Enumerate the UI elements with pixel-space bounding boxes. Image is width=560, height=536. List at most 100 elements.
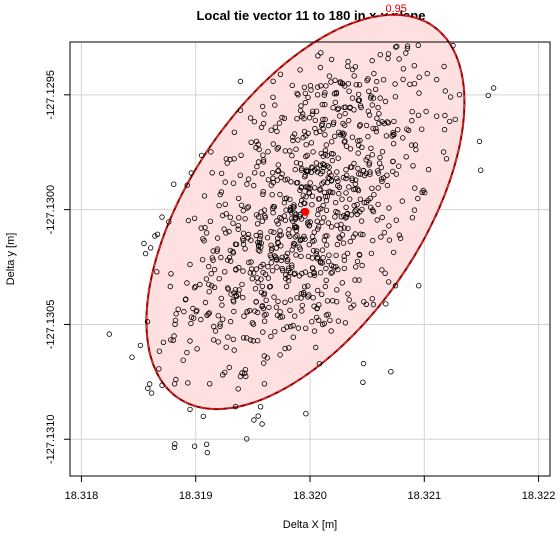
scatter-point — [315, 287, 321, 294]
scatter-point — [309, 201, 315, 208]
scatter-point — [342, 122, 348, 128]
scatter-point — [346, 184, 352, 190]
scatter-point — [369, 296, 375, 302]
scatter-point — [294, 232, 300, 239]
scatter-point — [307, 180, 313, 186]
scatter-point — [261, 111, 267, 117]
scatter-point — [366, 88, 372, 94]
scatter-point — [298, 236, 304, 243]
scatter-point — [374, 217, 380, 223]
scatter-point — [274, 218, 280, 224]
scatter-point — [390, 140, 397, 147]
scatter-point — [478, 167, 484, 173]
scatter-point — [331, 90, 338, 97]
scatter-point — [226, 228, 232, 235]
scatter-point — [356, 82, 363, 88]
scatter-point — [318, 50, 324, 56]
scatter-point — [273, 256, 279, 262]
scatter-point — [236, 287, 242, 293]
scatter-point — [324, 193, 331, 200]
scatter-point — [211, 266, 218, 273]
scatter-point — [221, 226, 227, 232]
scatter-point — [191, 443, 198, 449]
scatter-point — [268, 260, 274, 266]
scatter-point — [318, 83, 324, 89]
scatter-point — [349, 66, 356, 73]
scatter-point — [243, 335, 250, 341]
scatter-point — [275, 298, 281, 305]
scatter-point — [369, 151, 375, 158]
confidence-ellipse-dash — [145, 14, 465, 410]
y-tick-label-3: -127.1310 — [45, 414, 57, 464]
scatter-point — [242, 367, 249, 373]
scatter-point — [279, 254, 285, 260]
scatter-point — [184, 280, 190, 286]
scatter-point — [334, 175, 340, 181]
scatter-point — [298, 197, 305, 204]
scatter-point — [314, 165, 320, 172]
scatter-point — [217, 191, 223, 198]
scatter-point — [380, 76, 387, 83]
scatter-point — [252, 286, 259, 292]
scatter-point — [328, 79, 334, 85]
scatter-point — [323, 265, 329, 272]
scatter-point — [275, 144, 282, 151]
scatter-point — [255, 338, 261, 344]
scatter-point — [291, 131, 298, 137]
scatter-point — [268, 242, 274, 248]
scatter-point — [206, 289, 212, 295]
scatter-point — [403, 50, 409, 56]
scatter-point — [434, 113, 440, 119]
scatter-point — [305, 283, 311, 289]
scatter-point — [237, 107, 244, 113]
scatter-point — [184, 182, 190, 188]
scatter-point — [355, 91, 362, 98]
scatter-point — [354, 258, 361, 265]
scatter-point — [240, 241, 247, 247]
scatter-point — [379, 148, 386, 155]
scatter-point — [343, 143, 350, 149]
scatter-point — [148, 390, 155, 396]
scatter-point — [400, 66, 407, 72]
scatter-point — [416, 90, 422, 96]
scatter-point — [363, 199, 370, 206]
scatter-point — [233, 241, 240, 248]
scatter-point — [251, 170, 258, 176]
scatter-point — [285, 267, 291, 274]
scatter-point — [373, 128, 380, 135]
scatter-point — [395, 126, 401, 133]
scatter-point — [259, 303, 266, 309]
y-tick-label-0: -127.1295 — [45, 70, 57, 120]
scatter-point — [289, 152, 295, 159]
scatter-point — [203, 230, 210, 236]
scatter-point — [314, 84, 321, 90]
scatter-point — [244, 205, 250, 211]
scatter-point — [206, 381, 213, 387]
scatter-point — [358, 218, 365, 224]
scatter-point — [264, 234, 271, 241]
scatter-point — [251, 118, 258, 125]
scatter-point — [333, 252, 339, 259]
scatter-point — [224, 160, 230, 166]
y-tick-label-1: -127.1300 — [45, 185, 57, 235]
scatter-point — [227, 156, 233, 163]
scatter-point — [341, 139, 348, 145]
scatter-point — [322, 132, 328, 138]
scatter-point — [367, 195, 373, 202]
scatter-point — [291, 240, 297, 247]
scatter-point — [194, 346, 200, 352]
scatter-point — [187, 261, 193, 268]
scatter-point — [415, 42, 421, 48]
scatter-point — [278, 257, 285, 264]
scatter-point — [365, 133, 371, 140]
scatter-point — [294, 295, 300, 301]
scatter-point — [168, 271, 174, 277]
scatter-point — [306, 241, 312, 248]
scatter-point — [334, 241, 341, 248]
scatter-point — [204, 449, 210, 456]
scatter-point — [295, 92, 301, 98]
scatter-point — [283, 275, 289, 282]
scatter-point — [314, 169, 321, 175]
scatter-point — [235, 195, 242, 202]
scatter-point — [212, 328, 219, 334]
